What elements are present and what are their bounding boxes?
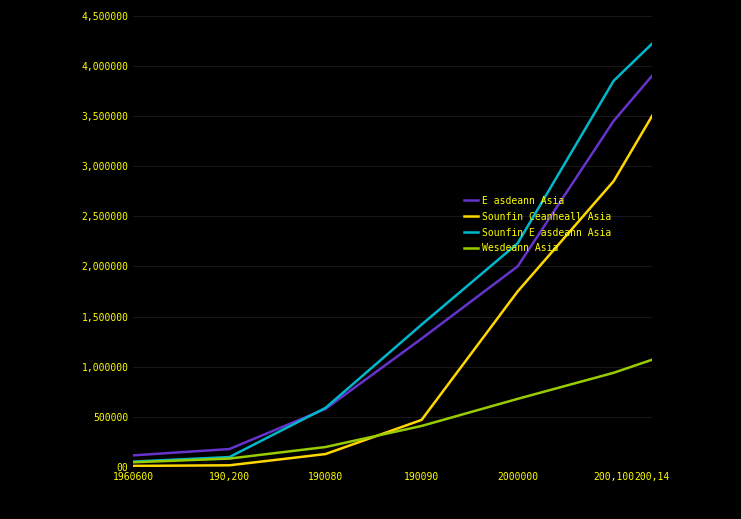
E asdeann Asia [514, 263, 522, 269]
Line: Sounfin Ceanheall Asia: Sounfin Ceanheall Asia [133, 116, 652, 466]
Sounfin E asdeann Asia [417, 321, 426, 327]
Sounfin Ceanheall Asia [417, 417, 426, 423]
Wesdeann Asia [609, 370, 618, 376]
Wesdeann Asia [321, 444, 330, 450]
E asdeann Asia [417, 336, 426, 342]
Sounfin E asdeann Asia [609, 78, 618, 84]
Sounfin Ceanheall Asia [514, 289, 522, 295]
Sounfin E asdeann Asia [321, 405, 330, 411]
Line: E asdeann Asia: E asdeann Asia [133, 76, 652, 455]
Legend: E asdeann Asia, Sounfin Ceanheall Asia, Sounfin E asdeann Asia, Wesdeann Asia: E asdeann Asia, Sounfin Ceanheall Asia, … [460, 192, 615, 257]
Line: Wesdeann Asia: Wesdeann Asia [133, 360, 652, 462]
Sounfin E asdeann Asia [225, 454, 234, 460]
Wesdeann Asia [417, 423, 426, 429]
Sounfin E asdeann Asia [129, 458, 138, 465]
Sounfin Ceanheall Asia [225, 462, 234, 469]
Wesdeann Asia [648, 357, 657, 363]
E asdeann Asia [609, 118, 618, 124]
Wesdeann Asia [514, 396, 522, 402]
Wesdeann Asia [129, 459, 138, 466]
Sounfin Ceanheall Asia [129, 463, 138, 469]
E asdeann Asia [321, 406, 330, 412]
Line: Sounfin E asdeann Asia: Sounfin E asdeann Asia [133, 44, 652, 461]
Sounfin Ceanheall Asia [321, 451, 330, 457]
Sounfin E asdeann Asia [514, 240, 522, 247]
Sounfin Ceanheall Asia [609, 178, 618, 184]
Sounfin E asdeann Asia [648, 40, 657, 47]
E asdeann Asia [129, 452, 138, 458]
Wesdeann Asia [225, 456, 234, 462]
Sounfin Ceanheall Asia [648, 113, 657, 119]
E asdeann Asia [648, 73, 657, 79]
E asdeann Asia [225, 446, 234, 452]
